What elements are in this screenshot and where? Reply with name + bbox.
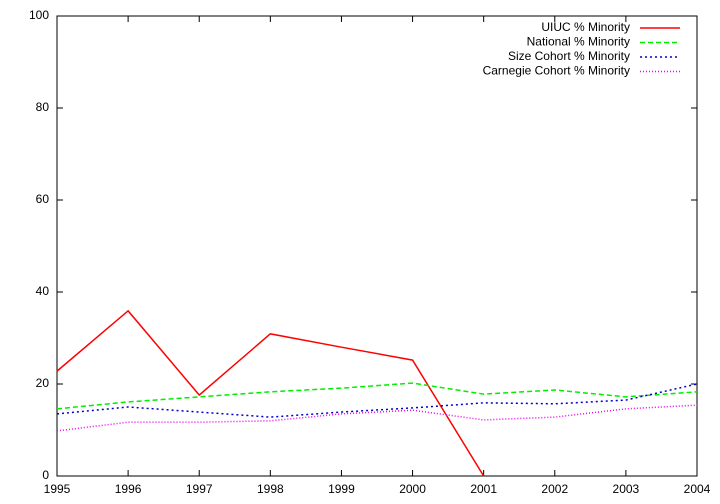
y-tick-label: 80 [36, 100, 50, 114]
x-tick-label: 2004 [684, 482, 711, 496]
legend-label: UIUC % Minority [541, 20, 630, 34]
x-tick-label: 1999 [328, 482, 355, 496]
x-tick-label: 2002 [541, 482, 568, 496]
x-tick-label: 1998 [257, 482, 284, 496]
x-tick-label: 2001 [470, 482, 497, 496]
series-line [56, 309, 485, 477]
legend-label: Carnegie Cohort % Minority [483, 64, 630, 78]
plot-frame [56, 15, 698, 477]
y-tick-label: 0 [42, 468, 49, 482]
x-tick-label: 1996 [115, 482, 142, 496]
x-tick-label: 2000 [399, 482, 426, 496]
series-line [56, 383, 698, 418]
y-tick-label: 60 [36, 192, 50, 206]
y-tick-label: 100 [29, 8, 49, 22]
y-tick-label: 40 [36, 284, 50, 298]
x-tick-label: 1997 [186, 482, 213, 496]
y-tick-label: 20 [36, 376, 50, 390]
x-tick-label: 2003 [613, 482, 640, 496]
legend-label: Size Cohort % Minority [508, 49, 630, 63]
series-line [56, 382, 698, 410]
x-tick-label: 1995 [44, 482, 71, 496]
legend-label: National % Minority [527, 35, 630, 49]
